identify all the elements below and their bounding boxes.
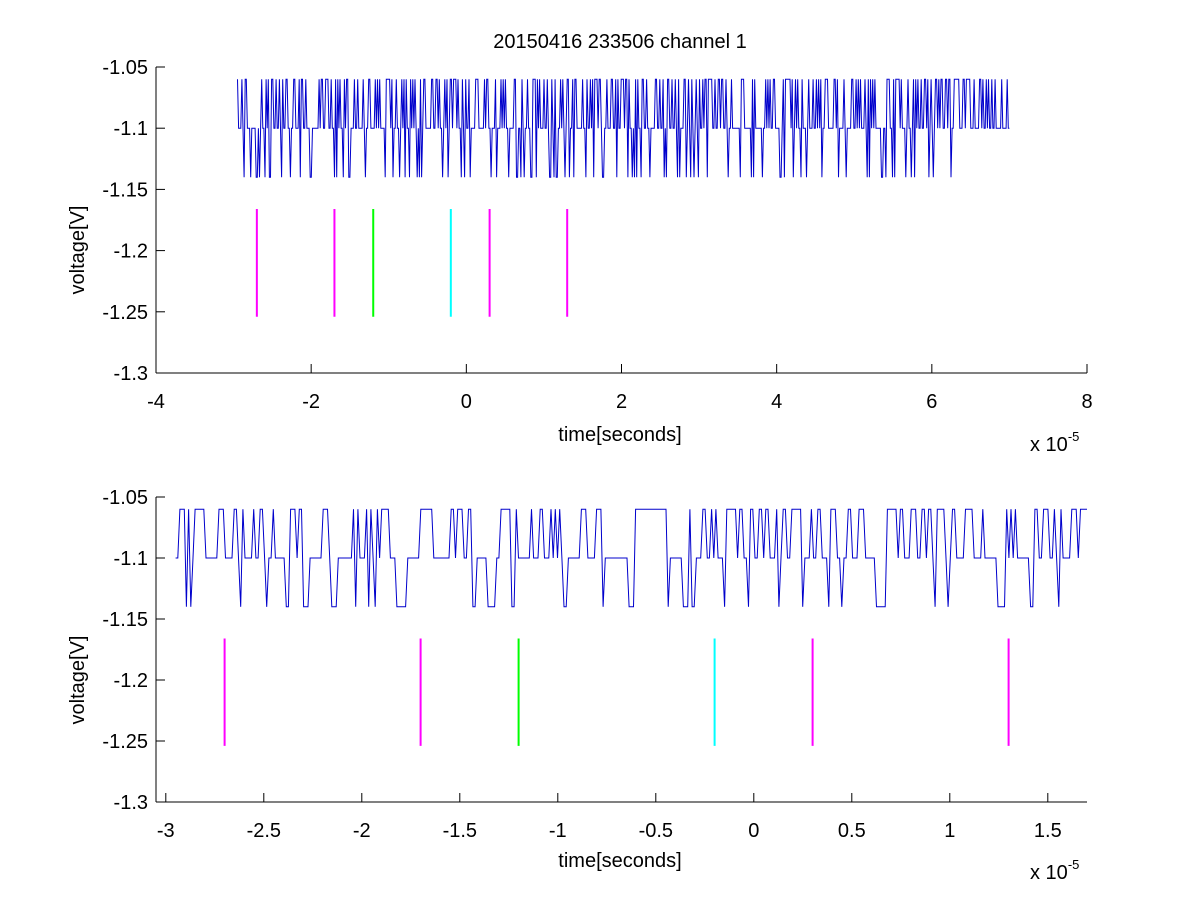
x-tick-label: 0 <box>461 391 472 413</box>
plot-top: 20150416 233506 channel 1 -4 -2 0 2 4 6 8 -1.3… <box>67 31 1093 456</box>
marker-group-bottom <box>223 638 1010 746</box>
y-tick-label: -1.15 <box>102 609 148 631</box>
x-tick-label: -3 <box>157 820 175 842</box>
y-tick-label: -1.15 <box>102 179 148 201</box>
x-tick-label: -4 <box>147 391 165 413</box>
x-tick-label: 0 <box>748 820 759 842</box>
y-tick-label: -1.05 <box>102 57 148 79</box>
y-tick-label: -1.05 <box>102 487 148 509</box>
yticks-bottom: -1.3 -1.25 -1.2 -1.15 -1.1 -1.05 <box>102 487 165 814</box>
y-tick-label: -1.2 <box>114 670 148 692</box>
y-tick-label: -1.1 <box>114 548 148 570</box>
x-tick-label: -2 <box>302 391 320 413</box>
x-tick-label: 1.5 <box>1034 820 1062 842</box>
x-tick-label: 8 <box>1081 391 1092 413</box>
signal-line <box>175 508 1087 608</box>
x-axis-label-bottom: time[seconds] <box>558 850 681 872</box>
y-tick-label: -1.1 <box>114 118 148 140</box>
xticks-bottom: -3 -2.5 -2 -1.5 -1 -0.5 0 0.5 1 1.5 <box>157 793 1062 842</box>
yticks-top: -1.3 -1.25 -1.2 -1.15 -1.1 -1.05 <box>102 57 165 385</box>
marker-group-top <box>255 208 569 317</box>
y-tick-label: -1.25 <box>102 302 148 324</box>
x-axis-label-top: time[seconds] <box>558 424 681 446</box>
x-tick-label: -2 <box>353 820 371 842</box>
x-tick-label: 0.5 <box>838 820 866 842</box>
y-tick-label: -1.2 <box>114 241 148 263</box>
signal-line <box>237 78 1010 178</box>
x-multiplier-bottom: x 10-5 <box>1030 857 1079 884</box>
x-tick-label: -1 <box>549 820 567 842</box>
x-tick-label: -1.5 <box>443 820 477 842</box>
x-tick-label: -0.5 <box>639 820 673 842</box>
x-tick-label: 1 <box>944 820 955 842</box>
y-tick-label: -1.3 <box>114 363 148 385</box>
chart-title: 20150416 233506 channel 1 <box>493 31 747 53</box>
x-tick-label: 4 <box>771 391 782 413</box>
x-tick-label: 2 <box>616 391 627 413</box>
xticks-top: -4 -2 0 2 4 6 8 <box>147 364 1093 413</box>
x-tick-label: 6 <box>926 391 937 413</box>
signal-group-bottom <box>175 508 1087 608</box>
y-axis-label-bottom: voltage[V] <box>67 636 89 725</box>
y-tick-label: -1.3 <box>114 792 148 814</box>
y-tick-label: -1.25 <box>102 731 148 753</box>
axes-bottom <box>155 497 1087 803</box>
x-multiplier-top: x 10-5 <box>1030 429 1079 456</box>
signal-group-top <box>237 78 1010 178</box>
y-axis-label-top: voltage[V] <box>67 206 89 295</box>
x-tick-label: -2.5 <box>247 820 281 842</box>
plot-bottom: -3 -2.5 -2 -1.5 -1 -0.5 0 0.5 1 1.5 -1.3 -1.25 -1.2… <box>67 487 1087 884</box>
